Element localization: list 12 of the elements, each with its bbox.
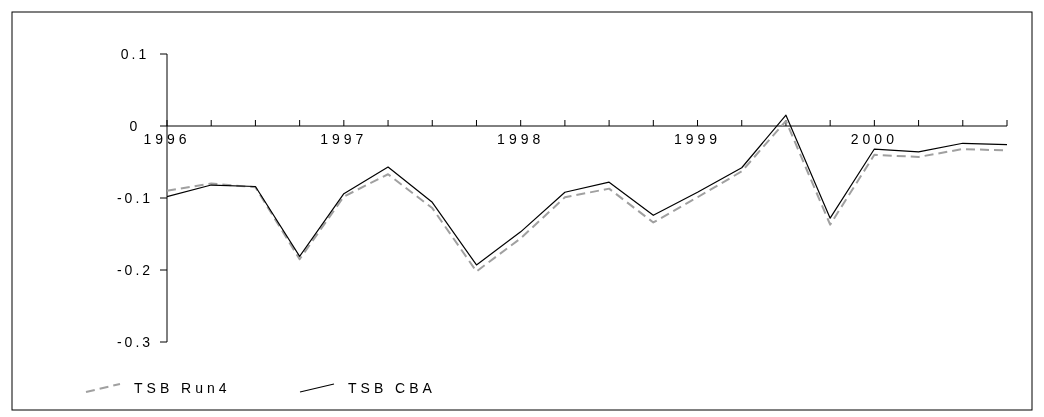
legend-label: TSB Run4 — [134, 379, 231, 396]
y-tick-label: 0.1 — [120, 45, 150, 62]
y-tick-label: -0.3 — [116, 333, 154, 350]
y-tick-label: -0.2 — [116, 261, 154, 278]
legend-label: TSB CBA — [348, 379, 436, 396]
x-tick-label: 1996 — [143, 131, 191, 147]
y-tick-label: 0 — [129, 117, 141, 134]
x-tick-label: 2000 — [850, 131, 898, 147]
x-tick-label: 1999 — [673, 131, 722, 147]
x-tick-label: 1997 — [320, 131, 368, 147]
x-tick-label: 1998 — [497, 131, 545, 147]
y-tick-label: -0.1 — [116, 189, 154, 206]
